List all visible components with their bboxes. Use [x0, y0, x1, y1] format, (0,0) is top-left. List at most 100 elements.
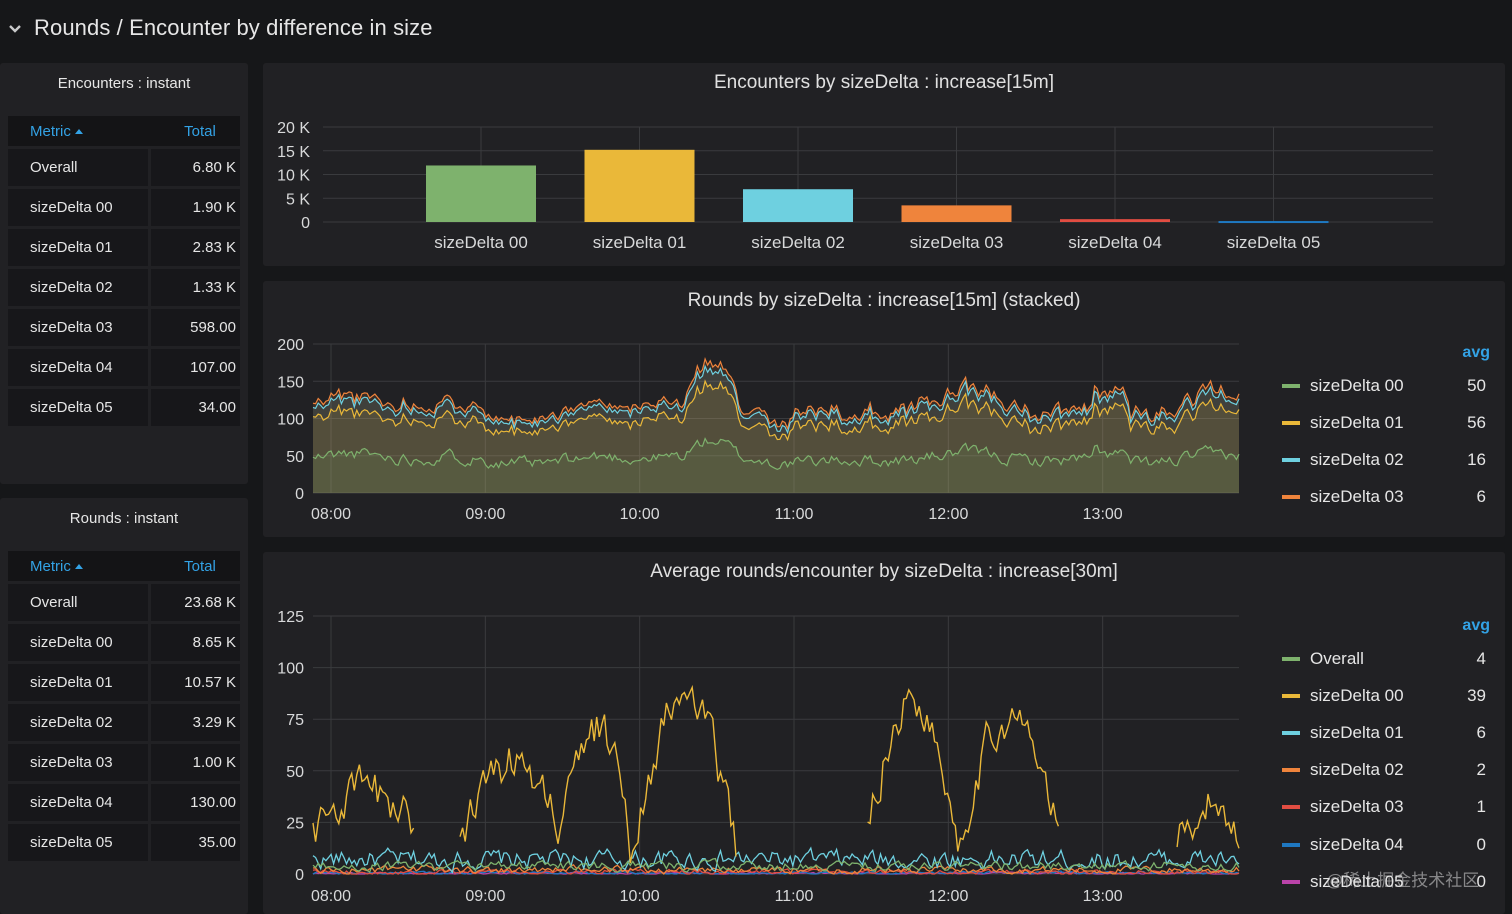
- table-row: sizeDelta 05 34.00: [8, 389, 240, 426]
- legend-avg-value: 1: [1476, 797, 1486, 817]
- legend-avg-value: 0: [1476, 871, 1486, 891]
- total-cell: 1.90 K: [151, 189, 240, 226]
- legend-series-name: sizeDelta 02: [1310, 760, 1404, 780]
- metric-cell: sizeDelta 05: [8, 824, 148, 861]
- series-line[interactable]: [312, 357, 1240, 431]
- table-row: Overall 23.68 K: [8, 584, 240, 621]
- metric-cell: sizeDelta 04: [8, 349, 148, 386]
- legend-swatch: [1282, 656, 1300, 661]
- panel-title: Rounds : instant: [69, 510, 179, 527]
- x-tick-label: 08:00: [311, 888, 351, 905]
- legend-swatch: [1282, 458, 1300, 463]
- bar[interactable]: [584, 149, 695, 222]
- legend-swatch: [1282, 420, 1300, 425]
- legend-swatch: [1282, 495, 1300, 500]
- x-tick-label: 08:00: [311, 506, 351, 523]
- legend-item[interactable]: Overall 4: [1268, 640, 1490, 677]
- legend-item[interactable]: sizeDelta 03 1: [1268, 789, 1490, 826]
- area-fill: [313, 366, 1239, 493]
- table-row: sizeDelta 01 2.83 K: [8, 229, 240, 266]
- rounds-table-panel: Rounds : instant Metric Total Overall 23.…: [0, 498, 248, 914]
- total-cell: 130.00: [151, 784, 240, 821]
- metric-cell: sizeDelta 02: [8, 269, 148, 306]
- bar[interactable]: [743, 189, 853, 222]
- legend-swatch: [1282, 805, 1300, 810]
- total-cell: 23.68 K: [151, 584, 240, 621]
- bar[interactable]: [1218, 221, 1329, 224]
- avg-rounds-line-chart-panel: Average rounds/encounter by sizeDelta : …: [263, 552, 1505, 914]
- x-tick-label: sizeDelta 03: [910, 233, 1004, 252]
- table-row: sizeDelta 01 10.57 K: [8, 664, 240, 701]
- legend-swatch: [1282, 383, 1300, 388]
- bar[interactable]: [901, 205, 1012, 222]
- legend-series-name: sizeDelta 04: [1310, 834, 1404, 854]
- x-tick-label: 11:00: [775, 506, 814, 523]
- series-line[interactable]: [312, 846, 1240, 874]
- legend-series-name: sizeDelta 05: [1310, 871, 1404, 891]
- panel-title: Encounters : instant: [57, 75, 191, 92]
- bar-chart: 20 K 15 K 10 K 5 K 0 sizeDelta 00 sizeDelta 01…: [277, 120, 1433, 252]
- table-row: sizeDelta 03 1.00 K: [8, 744, 240, 781]
- bar[interactable]: [426, 165, 536, 222]
- legend-item[interactable]: sizeDelta 04 0: [1268, 826, 1490, 863]
- x-tick-label: 13:00: [1083, 506, 1123, 523]
- y-tick-label: 150: [277, 374, 304, 391]
- legend-avg-value: 4: [1476, 648, 1486, 668]
- legend-item[interactable]: sizeDelta 02 16: [1268, 442, 1490, 479]
- legend-avg-header[interactable]: avg: [1462, 344, 1490, 361]
- y-tick-label: 200: [277, 337, 304, 354]
- legend-swatch: [1282, 730, 1300, 735]
- chevron-down-icon[interactable]: [8, 21, 22, 35]
- total-column-header[interactable]: Total: [184, 557, 216, 575]
- series-line[interactable]: [312, 379, 1240, 442]
- total-cell: 10.57 K: [151, 664, 240, 701]
- legend-avg-value: 50: [1467, 375, 1486, 395]
- area-fill: [313, 438, 1239, 493]
- metric-column-header[interactable]: Metric: [8, 123, 148, 140]
- x-tick-label: sizeDelta 04: [1068, 233, 1162, 252]
- metric-header-label: Metric: [30, 122, 71, 140]
- metric-cell: sizeDelta 01: [8, 664, 148, 701]
- watermark-text: @稀土掘金技术社区: [1326, 871, 1480, 890]
- sort-ascending-icon: [74, 563, 83, 569]
- panel-title: Encounters by sizeDelta : increase[15m]: [713, 72, 1055, 93]
- rounds-stacked-chart-panel: Rounds by sizeDelta : increase[15m] (sta…: [263, 281, 1505, 537]
- metric-column-header[interactable]: Metric: [8, 558, 148, 575]
- series-line[interactable]: [312, 364, 1240, 435]
- legend-swatch: [1282, 768, 1300, 773]
- series-line[interactable]: [312, 857, 1240, 873]
- metric-cell: sizeDelta 05: [8, 389, 148, 426]
- dashboard-row-header[interactable]: Rounds / Encounter by difference in size: [0, 0, 1512, 56]
- legend-item[interactable]: sizeDelta 01 56: [1268, 404, 1490, 441]
- table-header: Metric Total: [8, 551, 240, 581]
- y-tick-label: 0: [301, 215, 310, 232]
- series-line[interactable]: [312, 864, 1240, 875]
- legend-avg-value: 2: [1476, 760, 1486, 780]
- legend-item[interactable]: sizeDelta 00 50: [1268, 367, 1490, 404]
- y-tick-label: 0: [295, 486, 304, 503]
- bar[interactable]: [1060, 219, 1170, 222]
- y-tick-label: 100: [277, 661, 304, 678]
- y-tick-label: 25: [286, 815, 304, 832]
- x-tick-label: 12:00: [928, 506, 968, 523]
- total-column-header[interactable]: Total: [184, 122, 216, 140]
- legend-avg-value: 56: [1467, 412, 1486, 432]
- total-cell: 598.00: [151, 309, 240, 346]
- x-tick-label: 12:00: [928, 888, 968, 905]
- legend-item[interactable]: sizeDelta 03 6: [1268, 479, 1490, 516]
- x-tick-label: 09:00: [465, 888, 505, 905]
- series-line[interactable]: [312, 684, 1240, 864]
- legend-item[interactable]: sizeDelta 05 0: [1268, 863, 1490, 900]
- legend-item[interactable]: sizeDelta 02 2: [1268, 752, 1490, 789]
- series-line[interactable]: [312, 437, 1240, 471]
- legend-item[interactable]: sizeDelta 00 39: [1268, 677, 1490, 714]
- y-tick-label: 15 K: [277, 144, 310, 161]
- legend-avg-header[interactable]: avg: [1462, 617, 1490, 634]
- y-tick-label: 10 K: [277, 168, 310, 185]
- table-row: sizeDelta 00 1.90 K: [8, 189, 240, 226]
- y-tick-label: 50: [286, 449, 304, 466]
- metric-cell: sizeDelta 00: [8, 624, 148, 661]
- metric-cell: sizeDelta 02: [8, 704, 148, 741]
- legend-item[interactable]: sizeDelta 01 6: [1268, 714, 1490, 751]
- total-cell: 107.00: [151, 349, 240, 386]
